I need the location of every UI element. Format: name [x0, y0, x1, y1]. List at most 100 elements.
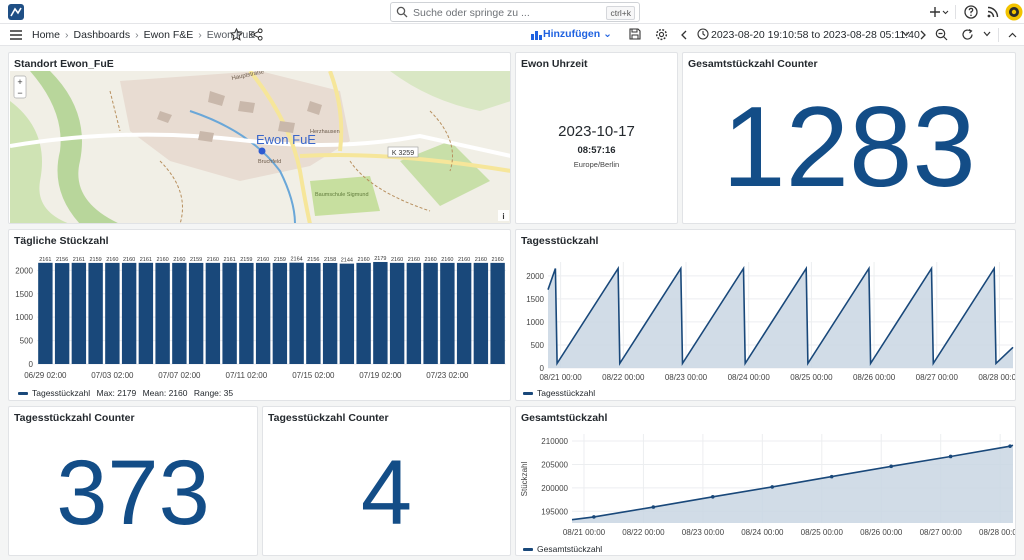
- total-line-chart[interactable]: 195000 200000 205000 210000 08/21 00:00 08/22…: [516, 407, 1016, 556]
- path: [109, 90, 453, 223]
- clock-date: 2023-10-17: [558, 123, 635, 140]
- settings-icon[interactable]: [655, 28, 668, 41]
- bar: [440, 262, 455, 364]
- x-tick-label: 08/27 00:00: [920, 528, 963, 537]
- y-tick-label: 0: [29, 360, 34, 369]
- panel-title: Ewon Uhrzeit: [521, 58, 588, 70]
- share-icon[interactable]: [250, 28, 263, 41]
- x-tick-label: 08/21 00:00: [563, 528, 606, 537]
- x-tick-label: 08/25 00:00: [790, 373, 833, 382]
- y-axis-label: Stückzahl: [520, 461, 529, 496]
- bar: [456, 262, 472, 364]
- breadcrumb-dashboards[interactable]: Dashboards: [73, 29, 131, 41]
- chart-legend[interactable]: Tagesstückzahl Max: 2179 Mean: 2160 Rang…: [18, 388, 233, 398]
- x-tick-label: 08/21 00:00: [539, 373, 582, 382]
- search-input[interactable]: Suche oder springe zu ... ctrl+k: [390, 2, 640, 22]
- bar: [322, 262, 338, 364]
- data-label: 2164: [291, 257, 303, 263]
- data-label: 2160: [207, 257, 219, 263]
- y-tick-label: 0: [540, 364, 545, 373]
- breadcrumb-separator: ›: [198, 29, 202, 41]
- bar: [423, 262, 438, 364]
- logo-icon[interactable]: [8, 4, 24, 20]
- data-label: 2160: [173, 257, 185, 263]
- refresh-icon[interactable]: [961, 28, 974, 41]
- svg-text:−: −: [17, 88, 22, 98]
- add-button-label: Hinzufügen: [543, 28, 601, 40]
- map-marker-label: Ewon FuE: [256, 132, 316, 147]
- info-icon[interactable]: i: [498, 210, 509, 221]
- breadcrumb-folder[interactable]: Ewon F&E: [143, 29, 194, 41]
- data-label: 2159: [190, 257, 202, 263]
- save-icon[interactable]: [629, 28, 641, 40]
- plus-icon[interactable]: [929, 4, 949, 20]
- x-tick-label: 08/24 00:00: [728, 373, 771, 382]
- y-tick-label: 2000: [15, 266, 33, 275]
- bar: [88, 262, 103, 364]
- search-placeholder: Suche oder springe zu ...: [413, 7, 530, 19]
- bar: [289, 262, 304, 364]
- x-tick-label: 07/03 02:00: [91, 371, 134, 380]
- chevron-left-icon[interactable]: [680, 30, 688, 40]
- breadcrumb: Home › Dashboards › Ewon F&E › Ewon FuE: [32, 29, 255, 41]
- panel-title: Standort Ewon_FuE: [14, 58, 114, 70]
- x-tick-label: 07/23 02:00: [426, 371, 469, 380]
- avatar[interactable]: [1005, 3, 1023, 21]
- x-tick-label: 08/27 00:00: [916, 373, 959, 382]
- data-label: 2160: [441, 257, 453, 263]
- chevron-down-icon[interactable]: [902, 31, 910, 37]
- menu-icon[interactable]: [9, 29, 23, 41]
- star-icon[interactable]: [230, 28, 243, 41]
- daily-line-panel: Tagesstückzahl 0 500 1000 1500 2000 08/21 00:…: [515, 229, 1016, 401]
- data-point: [829, 474, 834, 479]
- x-tick-label: 08/23 00:00: [682, 528, 725, 537]
- collapse-icon[interactable]: [1008, 32, 1017, 38]
- bar: [172, 262, 187, 364]
- bar: [389, 262, 405, 364]
- x-tick-label: 08/28 00:00: [979, 528, 1016, 537]
- map-view[interactable]: + − Ewon FuE K 3259 Hauptstraße Bruchfel…: [10, 71, 511, 224]
- data-label: 2160: [408, 257, 420, 263]
- bar: [306, 263, 321, 364]
- legend-mean: Mean: 2160: [142, 388, 188, 398]
- residential-area: [120, 71, 350, 181]
- breadcrumb-home[interactable]: Home: [32, 29, 61, 41]
- bar: [255, 262, 271, 364]
- data-label: 2160: [458, 257, 470, 263]
- series-line: [571, 444, 1014, 521]
- data-label: 2161: [73, 257, 85, 263]
- time-range-picker[interactable]: 2023-08-20 19:10:58 to 2023-08-28 05:11:…: [711, 29, 920, 41]
- help-icon[interactable]: [963, 4, 979, 20]
- rss-icon[interactable]: [985, 4, 1001, 20]
- bar: [105, 262, 120, 364]
- data-label: 2161: [140, 257, 152, 263]
- y-tick-label: 1000: [15, 313, 33, 322]
- daily-bars-chart[interactable]: 0 500 1000 1500 2000 2161 2156 2161 2159 2160 2160…: [9, 230, 511, 401]
- clock-time: 08:57:16: [577, 145, 616, 156]
- x-tick-label: 07/07 02:00: [158, 371, 201, 380]
- chart-legend[interactable]: Gesamtstückzahl: [523, 544, 602, 554]
- chevron-down-icon[interactable]: [983, 31, 991, 37]
- clock-panel: Ewon Uhrzeit 2023-10-17 08:57:16 Europe/…: [515, 52, 678, 224]
- series-area: [548, 268, 1013, 368]
- y-tick-label: 195000: [541, 507, 568, 516]
- y-tick-label: 1500: [15, 290, 33, 299]
- daily-bars-panel: Tägliche Stückzahl 0 500 1000 1500 2000 2161 2…: [8, 229, 511, 401]
- search-shortcut: ctrl+k: [606, 6, 635, 20]
- add-button[interactable]: Hinzufügen ⌄: [543, 28, 612, 40]
- bar: [188, 262, 204, 364]
- data-label: 2160: [157, 257, 169, 263]
- legend-series-name: Tagesstückzahl: [537, 388, 596, 398]
- data-label: 2144: [341, 258, 353, 264]
- breadcrumb-separator: ›: [135, 29, 139, 41]
- map-zoom-controls[interactable]: + −: [13, 75, 27, 99]
- data-label: 2179: [374, 256, 386, 262]
- main-road: [248, 71, 312, 223]
- map-marker[interactable]: [258, 147, 266, 155]
- daily-line-chart[interactable]: 0 500 1000 1500 2000 08/21 00:00 08/22 00:00 08…: [516, 230, 1016, 401]
- chart-legend[interactable]: Tagesstückzahl: [523, 388, 595, 398]
- road: [10, 132, 510, 158]
- chevron-right-icon[interactable]: [919, 30, 927, 40]
- zoom-out-icon[interactable]: [935, 28, 948, 41]
- place-label: Bruchfeld: [258, 159, 281, 165]
